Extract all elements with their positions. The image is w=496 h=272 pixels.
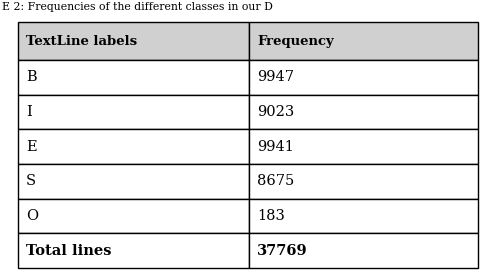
- Text: TextLine labels: TextLine labels: [26, 35, 137, 48]
- Bar: [249, 233, 478, 268]
- Text: 37769: 37769: [257, 244, 308, 258]
- Text: Total lines: Total lines: [26, 244, 112, 258]
- Text: 9947: 9947: [257, 70, 294, 84]
- Text: B: B: [26, 70, 37, 84]
- Text: E 2: Frequencies of the different classes in our D: E 2: Frequencies of the different classe…: [2, 2, 273, 12]
- Bar: [18, 233, 249, 268]
- Text: S: S: [26, 174, 36, 188]
- Text: O: O: [26, 209, 38, 223]
- Text: 9023: 9023: [257, 105, 294, 119]
- Bar: [18, 60, 249, 95]
- Text: 8675: 8675: [257, 174, 294, 188]
- Text: 9941: 9941: [257, 140, 294, 154]
- Text: E: E: [26, 140, 37, 154]
- Bar: [249, 60, 478, 95]
- Bar: [249, 22, 478, 60]
- Bar: [249, 164, 478, 199]
- Text: I: I: [26, 105, 32, 119]
- Bar: [18, 22, 249, 60]
- Bar: [249, 95, 478, 129]
- Text: 183: 183: [257, 209, 285, 223]
- Bar: [18, 164, 249, 199]
- Bar: [249, 199, 478, 233]
- Bar: [18, 95, 249, 129]
- Bar: [18, 129, 249, 164]
- Bar: [249, 129, 478, 164]
- Text: Frequency: Frequency: [257, 35, 334, 48]
- Bar: [18, 199, 249, 233]
